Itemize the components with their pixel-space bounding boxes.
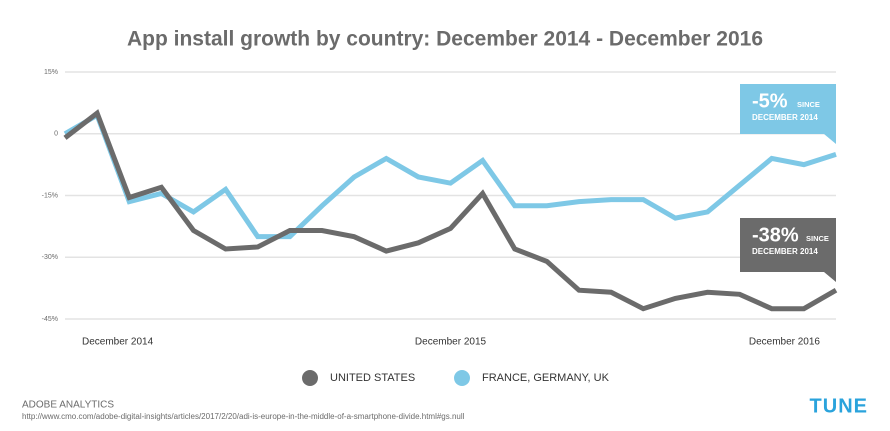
annotation-text: DECEMBER 2014: [752, 247, 818, 256]
source-url: http://www.cmo.com/adobe-digital-insight…: [22, 412, 465, 421]
annotation-value: -38%: [752, 224, 799, 246]
legend-label: UNITED STATES: [330, 372, 415, 384]
x-tick-label: December 2015: [415, 337, 487, 348]
y-tick-label: -30%: [42, 254, 58, 261]
annotation-text: SINCE: [806, 234, 829, 243]
logo: TUNE: [810, 395, 868, 417]
y-tick-label: -45%: [42, 316, 58, 323]
annotation-text: SINCE: [797, 100, 820, 109]
annotation-box: [740, 84, 836, 144]
annotation-box: [740, 218, 836, 282]
line: [63, 109, 838, 312]
annotation-text: DECEMBER 2014: [752, 113, 818, 122]
legend-swatch: [302, 370, 318, 386]
y-tick-label: -15%: [42, 192, 58, 199]
legend-swatch: [454, 370, 470, 386]
y-tick-label: 0: [54, 131, 58, 138]
annotation-value: -5%: [752, 90, 788, 112]
source: ADOBE ANALYTICS: [22, 400, 114, 411]
y-tick-label: 15%: [44, 69, 58, 76]
line: [63, 111, 837, 240]
x-tick-label: December 2014: [82, 337, 154, 348]
x-tick-label: December 2016: [749, 337, 821, 348]
legend-label: FRANCE, GERMANY, UK: [482, 372, 610, 384]
chart-title: App install growth by country: December …: [127, 28, 763, 51]
